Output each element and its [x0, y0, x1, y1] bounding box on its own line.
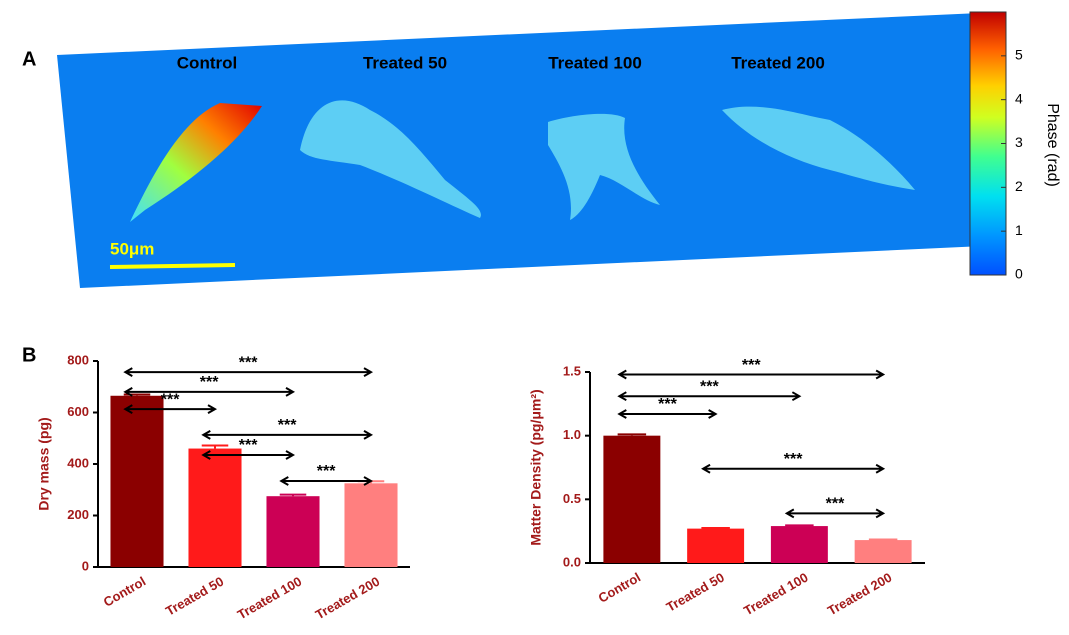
x-tick-label: Treated 50 [664, 570, 727, 615]
figure: 50μm A B Phase (rad) ControlTreated 50Tr… [0, 0, 1069, 635]
panel-label: A [22, 48, 36, 70]
colorbar [970, 12, 1006, 275]
y-tick-label: 600 [67, 404, 89, 419]
y-tick-label: 0.5 [563, 491, 581, 506]
error-bar [869, 539, 897, 540]
colorbar-label: Phase (rad) [1044, 103, 1061, 187]
error-bar [124, 394, 151, 395]
bar [344, 483, 397, 567]
colorbar-tick-label: 1 [1015, 222, 1023, 238]
significance-label: *** [161, 391, 180, 408]
colorbar-tick-label: 5 [1015, 47, 1023, 63]
scale-bar-label: 50μm [110, 239, 154, 258]
x-tick-label: Control [596, 570, 644, 606]
y-tick-label: 1.0 [563, 427, 581, 442]
y-axis-label: Matter Density (pg/μm²) [528, 389, 544, 545]
significance-label: *** [658, 396, 677, 413]
y-tick-label: 400 [67, 455, 89, 470]
y-tick-label: 800 [67, 352, 89, 367]
error-bar [202, 445, 229, 448]
bar [603, 436, 660, 563]
y-tick-label: 200 [67, 507, 89, 522]
significance-label: *** [239, 437, 258, 454]
x-tick-label: Treated 200 [313, 574, 382, 623]
y-tick-label: 1.5 [563, 363, 581, 378]
error-bar [618, 434, 646, 435]
colorbar-tick-label: 3 [1015, 134, 1023, 150]
x-tick-label: Treated 50 [163, 574, 226, 619]
bar [855, 540, 912, 563]
significance-label: *** [200, 374, 219, 391]
y-tick-label: 0 [82, 558, 89, 573]
error-bar [280, 495, 307, 497]
image-title: Treated 50 [363, 53, 447, 72]
significance-label: *** [239, 354, 258, 371]
bar [771, 526, 828, 563]
x-tick-label: Treated 100 [741, 570, 810, 619]
x-tick-label: Control [101, 574, 149, 610]
bar [266, 496, 319, 567]
image-title: Treated 200 [731, 53, 825, 72]
significance-label: *** [784, 451, 803, 468]
colorbar-tick-label: 0 [1015, 266, 1023, 282]
scale-bar [110, 265, 235, 267]
panel-label: B [22, 344, 36, 366]
error-bar [785, 525, 813, 526]
error-bar [701, 528, 729, 529]
significance-label: *** [826, 496, 845, 513]
y-axis-label: Dry mass (pg) [36, 417, 52, 510]
significance-label: *** [278, 417, 297, 434]
image-title: Control [177, 53, 237, 72]
significance-label: *** [700, 378, 719, 395]
bar [188, 449, 241, 567]
colorbar-tick-label: 2 [1015, 178, 1023, 194]
bar [687, 529, 744, 563]
y-tick-label: 0.0 [563, 554, 581, 569]
significance-label: *** [742, 357, 761, 374]
image-title: Treated 100 [548, 53, 642, 72]
bar [110, 396, 163, 567]
significance-label: *** [317, 463, 336, 480]
x-tick-label: Treated 100 [235, 574, 304, 623]
colorbar-tick-label: 4 [1015, 90, 1023, 106]
x-tick-label: Treated 200 [825, 570, 894, 619]
